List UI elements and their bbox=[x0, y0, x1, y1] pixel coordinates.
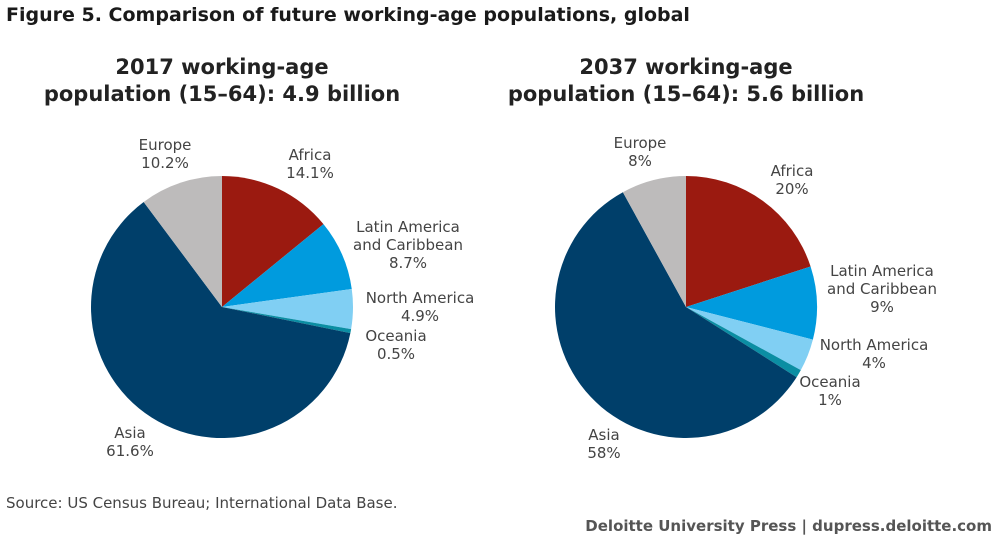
slice-name-label: North America bbox=[820, 336, 929, 354]
pie-2017-title-line2: population (15–64): 4.9 billion bbox=[43, 82, 401, 106]
slice-name-label: Oceania bbox=[365, 327, 426, 345]
slice-name-label: Africa bbox=[771, 162, 814, 180]
pie-slice-oceania bbox=[686, 307, 801, 378]
pie-2017-title: 2017 working-age population (15–64): 4.9… bbox=[12, 54, 432, 108]
slice-name-label: Africa bbox=[289, 146, 332, 164]
pie-2017-title-line1: 2017 working-age bbox=[115, 55, 329, 79]
slice-value-label: 1% bbox=[818, 391, 842, 409]
slice-value-label: 4% bbox=[862, 354, 886, 372]
slice-name-label: North America bbox=[366, 289, 475, 307]
slice-name-label: and Caribbean bbox=[827, 280, 937, 298]
pie-slice-asia bbox=[91, 201, 351, 438]
slice-value-label: 14.1% bbox=[286, 164, 334, 182]
slice-name-label: Europe bbox=[139, 136, 192, 154]
slice-value-label: 58% bbox=[587, 444, 620, 462]
slice-value-label: 0.5% bbox=[377, 345, 415, 363]
slice-name-label: Asia bbox=[588, 426, 619, 444]
pie-slice-asia bbox=[554, 192, 797, 439]
pie-slice-africa bbox=[222, 176, 324, 307]
pie-slice-oceania bbox=[222, 307, 352, 334]
pie-slice-latin-america-and-caribbean bbox=[222, 224, 352, 307]
slice-name-label: and Caribbean bbox=[353, 236, 463, 254]
pie-slice-latin-america-and-caribbean bbox=[686, 266, 817, 340]
pie-slice-africa bbox=[686, 176, 811, 307]
pie-slice-europe bbox=[622, 176, 686, 307]
pie-2037-title-line1: 2037 working-age bbox=[579, 55, 793, 79]
credit: Deloitte University Press | dupress.delo… bbox=[585, 517, 992, 535]
pie-slice-europe bbox=[143, 176, 222, 307]
source-note: Source: US Census Bureau; International … bbox=[6, 494, 398, 512]
slice-value-label: 4.9% bbox=[401, 307, 439, 325]
pie-2037-title-line2: population (15–64): 5.6 billion bbox=[507, 82, 865, 106]
slice-name-label: Latin America bbox=[356, 218, 460, 236]
slice-name-label: Asia bbox=[114, 424, 145, 442]
slice-value-label: 61.6% bbox=[106, 442, 154, 460]
slice-value-label: 10.2% bbox=[141, 154, 189, 172]
figure-title: Figure 5. Comparison of future working-a… bbox=[6, 4, 690, 26]
slice-value-label: 8% bbox=[628, 152, 652, 170]
slice-name-label: Latin America bbox=[830, 262, 934, 280]
slice-value-label: 9% bbox=[870, 298, 894, 316]
slice-value-label: 8.7% bbox=[389, 254, 427, 272]
slice-name-label: Oceania bbox=[799, 373, 860, 391]
pie-slice-north-america bbox=[686, 307, 813, 371]
pie-slice-north-america bbox=[222, 288, 354, 330]
slice-value-label: 20% bbox=[775, 180, 808, 198]
pie-2037-title: 2037 working-age population (15–64): 5.6… bbox=[476, 54, 896, 108]
slice-name-label: Europe bbox=[614, 134, 667, 152]
